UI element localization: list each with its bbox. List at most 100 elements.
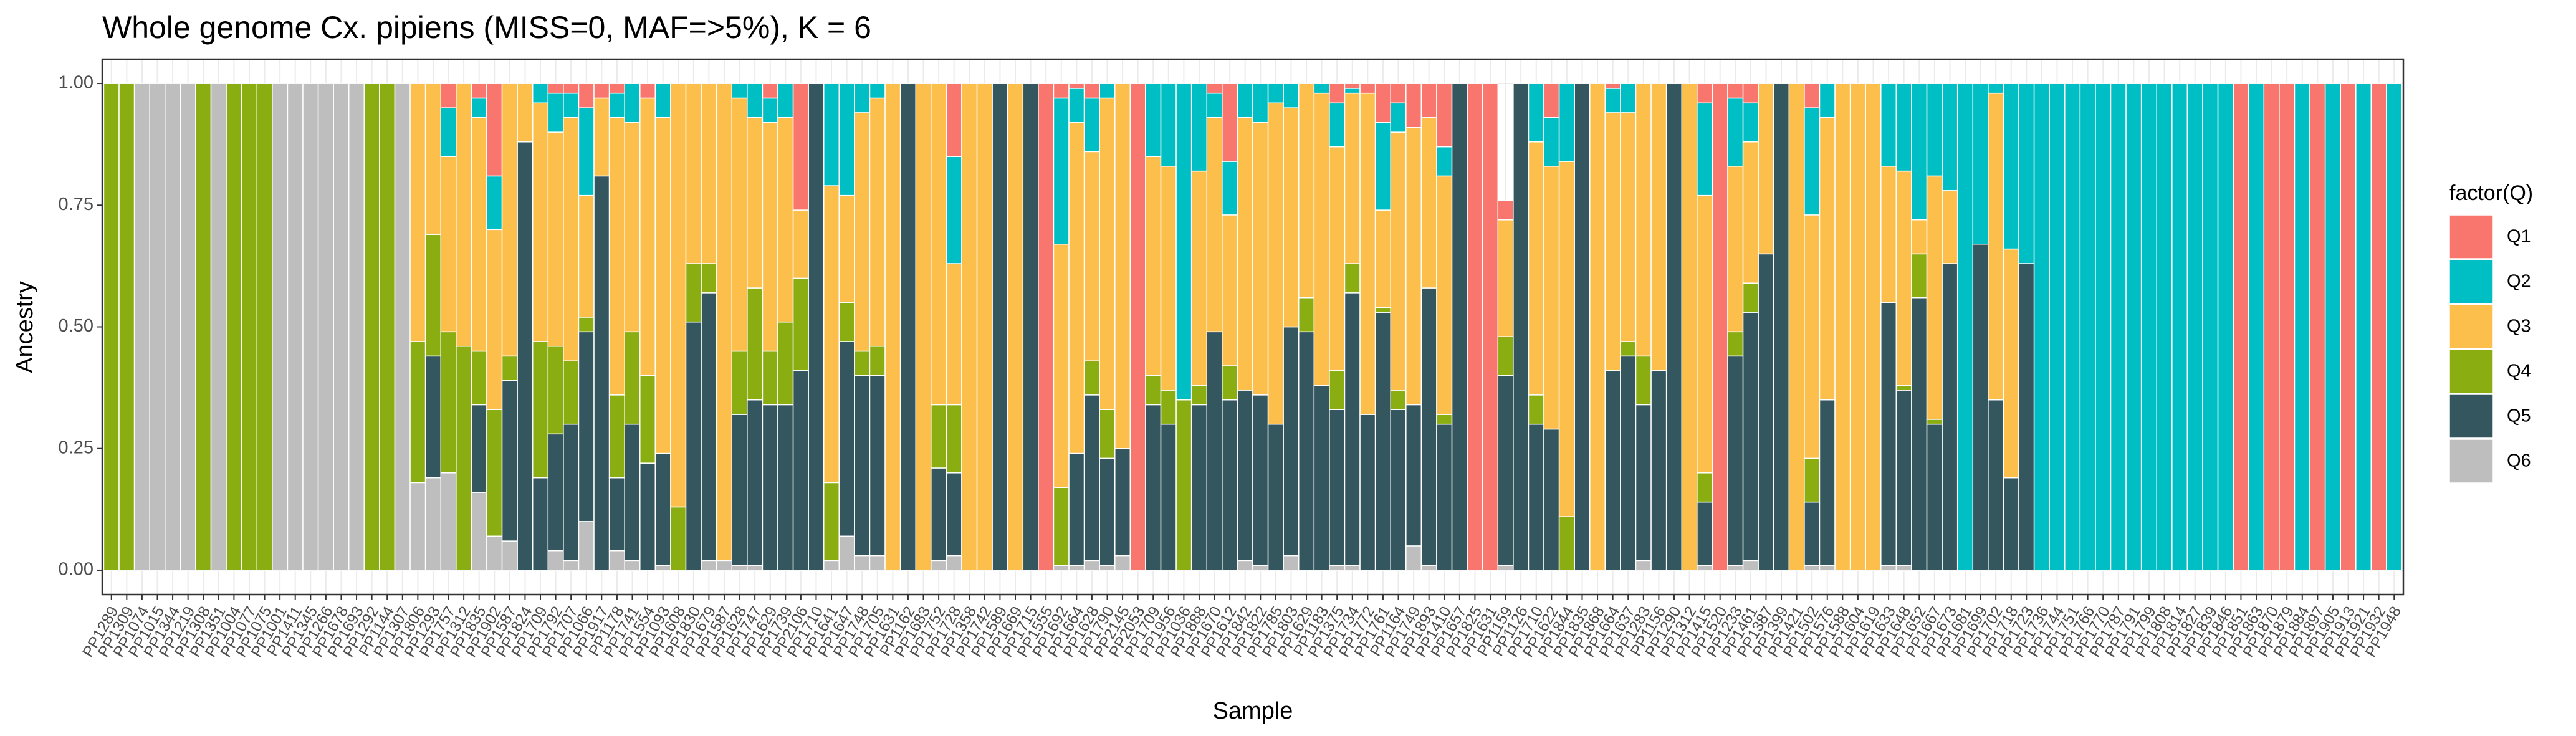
bar-segment xyxy=(2171,83,2188,571)
chart-title: Whole genome Cx. pipiens (MISS=0, MAF=>5… xyxy=(102,10,871,45)
bar-segment xyxy=(1374,209,1391,308)
legend-title: factor(Q) xyxy=(2449,181,2533,205)
bar-segment xyxy=(731,565,748,571)
bar-segment xyxy=(409,341,426,484)
bar-segment xyxy=(1053,565,1070,571)
bar-segment xyxy=(1650,83,1667,371)
bar-segment xyxy=(1727,331,1744,357)
bar-segment xyxy=(1436,146,1453,177)
bar-segment xyxy=(1344,565,1361,571)
bar-segment xyxy=(946,83,962,157)
bar-segment xyxy=(670,83,687,508)
bar-segment xyxy=(578,83,595,108)
bar-segment xyxy=(1252,122,1269,396)
bar-segment xyxy=(2202,83,2219,571)
bar-segment xyxy=(2279,83,2296,571)
bar-segment xyxy=(931,467,947,562)
bar-segment xyxy=(1942,83,1958,191)
bar-segment xyxy=(701,83,717,264)
bar-segment xyxy=(409,482,426,571)
bar-segment xyxy=(1145,156,1162,376)
bar-segment xyxy=(792,209,809,279)
bar-segment xyxy=(440,107,457,157)
bar-segment xyxy=(517,141,534,571)
bar-segment xyxy=(2110,83,2127,571)
bar-segment xyxy=(1604,370,1621,571)
bar-segment xyxy=(2003,477,2019,571)
bar-segment xyxy=(1114,447,1131,557)
bar-segment xyxy=(884,83,901,571)
bar-segment xyxy=(1237,390,1253,562)
bar-segment xyxy=(348,83,365,571)
bar-segment xyxy=(1083,97,1100,153)
bar-segment xyxy=(869,97,886,347)
bar-segment xyxy=(532,102,549,342)
bar-segment xyxy=(532,477,549,571)
legend-key xyxy=(2449,439,2494,484)
bar-segment xyxy=(792,83,809,211)
bar-segment xyxy=(1972,83,1989,245)
bar-segment xyxy=(302,83,319,571)
bar-segment xyxy=(1865,83,1882,571)
bar-segment xyxy=(563,560,580,571)
bar-segment xyxy=(1804,457,1821,503)
bar-segment xyxy=(823,83,840,186)
bar-segment xyxy=(747,399,764,566)
bar-segment xyxy=(333,83,350,571)
bar-segment xyxy=(2003,248,2019,479)
bar-segment xyxy=(1926,419,1943,425)
bar-segment xyxy=(961,83,978,571)
bar-segment xyxy=(1099,409,1116,459)
bar-segment xyxy=(440,472,457,571)
bar-segment xyxy=(1114,555,1131,571)
bar-segment xyxy=(976,83,993,571)
bar-segment xyxy=(1497,375,1514,566)
bar-segment xyxy=(1283,555,1300,571)
bar-segment xyxy=(2324,83,2341,571)
bar-segment xyxy=(1129,83,1146,571)
bar-segment xyxy=(854,375,871,557)
bar-segment xyxy=(563,360,580,425)
bar-segment xyxy=(1374,83,1391,123)
bar-segment xyxy=(1926,83,1943,177)
bar-segment xyxy=(1099,83,1116,99)
bar-segment xyxy=(547,83,564,94)
bar-segment xyxy=(992,83,1008,571)
bar-segment xyxy=(838,341,855,537)
bar-segment xyxy=(440,156,457,333)
bar-segment xyxy=(1160,390,1177,425)
bar-segment xyxy=(501,83,518,357)
bar-segment xyxy=(1190,404,1208,571)
legend-label: Q1 xyxy=(2507,227,2531,247)
bar-segment xyxy=(1497,565,1514,571)
bar-segment xyxy=(2370,83,2387,571)
legend-label: Q4 xyxy=(2507,361,2531,381)
bar-segment xyxy=(1742,141,1759,284)
bar-segment xyxy=(946,156,962,264)
bar-segment xyxy=(1083,360,1100,396)
bar-segment xyxy=(1359,92,1376,415)
bar-segment xyxy=(593,175,610,571)
bar-segment xyxy=(654,83,671,118)
bar-segment xyxy=(456,345,472,571)
bar-segment xyxy=(1283,326,1300,557)
bar-segment xyxy=(1053,487,1070,566)
bar-segment xyxy=(165,83,181,571)
bar-segment xyxy=(1589,83,1606,571)
bar-segment xyxy=(1635,404,1652,562)
bar-segment xyxy=(1099,97,1116,411)
bar-segment xyxy=(639,375,656,464)
bar-segment xyxy=(1329,83,1346,104)
bar-segment xyxy=(1436,83,1453,148)
bar-segment xyxy=(1819,117,1836,401)
bar-segment xyxy=(1344,88,1361,94)
bar-segment xyxy=(777,321,794,406)
bar-segment xyxy=(2125,83,2142,571)
bar-segment xyxy=(823,482,840,562)
bar-segment xyxy=(363,83,380,571)
bar-segment xyxy=(1895,385,1912,391)
bar-segment xyxy=(1543,83,1560,118)
bar-segment xyxy=(1819,399,1836,566)
bar-segment xyxy=(1528,83,1544,143)
bar-segment xyxy=(624,423,641,562)
